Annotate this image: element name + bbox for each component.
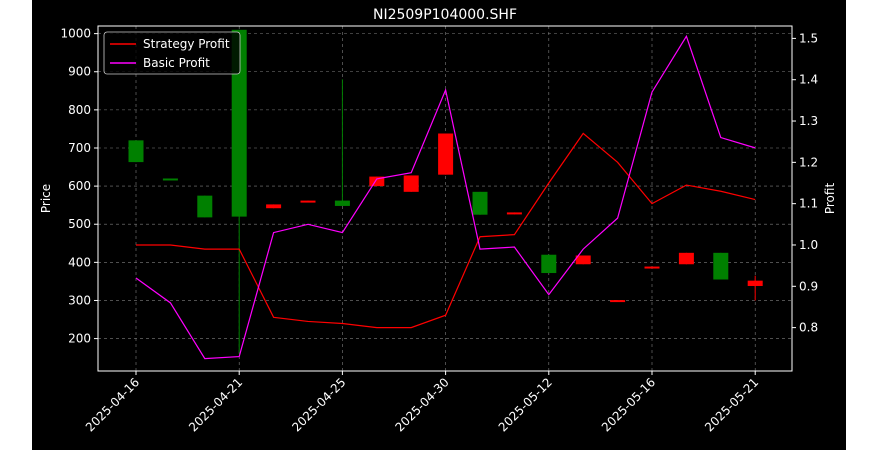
candle-body bbox=[506, 212, 522, 215]
x-tick-label: 2025-05-16 bbox=[599, 375, 658, 434]
y-tick-label-left: 300 bbox=[68, 293, 91, 307]
candle-body bbox=[369, 176, 385, 187]
candle-body bbox=[197, 195, 213, 218]
legend-label: Strategy Profit bbox=[143, 37, 230, 51]
x-tick-label: 2025-04-30 bbox=[393, 375, 452, 434]
candlesticks bbox=[128, 29, 763, 354]
candle-body bbox=[128, 140, 144, 163]
y-tick-label-right: 0.9 bbox=[799, 279, 818, 293]
legend: Strategy Profit Basic Profit bbox=[103, 31, 241, 75]
strategy-profit-line bbox=[136, 132, 756, 329]
y-tick-label-left: 200 bbox=[68, 332, 91, 346]
y-tick-label-right: 1.3 bbox=[799, 114, 818, 128]
y-tick-label-right: 1.2 bbox=[799, 155, 818, 169]
candle-body bbox=[747, 280, 763, 286]
candle-body bbox=[438, 133, 454, 175]
y-tick-label-left: 800 bbox=[68, 103, 91, 117]
chart-figure: 200 300 400 500 600 700 800 900 1000 0.8 0.9 1.0 1.1… bbox=[32, 0, 846, 450]
candle-body bbox=[575, 255, 591, 265]
candle-body bbox=[300, 200, 316, 203]
candle-body bbox=[472, 191, 488, 215]
x-tick-label: 2025-04-21 bbox=[186, 375, 245, 434]
legend-box bbox=[103, 31, 241, 75]
legend-label: Basic Profit bbox=[143, 56, 210, 70]
x-tick-label: 2025-05-21 bbox=[702, 375, 761, 434]
y-tick-label-right: 1.4 bbox=[799, 73, 818, 87]
x-tick-label: 2025-04-25 bbox=[289, 375, 348, 434]
candle-body bbox=[610, 300, 626, 303]
chart-title: NI2509P104000.SHF bbox=[373, 7, 517, 23]
candle-body bbox=[403, 175, 419, 192]
y-tick-label-right: 0.8 bbox=[799, 321, 818, 335]
y-tick-label-left: 1000 bbox=[60, 27, 91, 41]
candle-body bbox=[334, 200, 350, 206]
y-axis-label-left: Price bbox=[39, 184, 53, 213]
candle-body bbox=[541, 254, 557, 274]
plot-frame bbox=[97, 25, 793, 372]
y-tick-label-right: 1.1 bbox=[799, 197, 818, 211]
y-tick-label-right: 1.0 bbox=[799, 238, 818, 252]
y-tick-label-left: 400 bbox=[68, 255, 91, 269]
candle-body bbox=[713, 252, 729, 280]
candle-body bbox=[162, 178, 178, 181]
y-tick-label-left: 600 bbox=[68, 179, 91, 193]
y-tick-label-left: 900 bbox=[68, 65, 91, 79]
chart-svg: 200 300 400 500 600 700 800 900 1000 0.8 0.9 1.0 1.1… bbox=[39, 7, 837, 434]
candle-body bbox=[231, 29, 247, 217]
profit-lines bbox=[135, 34, 756, 360]
candle-body bbox=[644, 266, 660, 269]
candle-body bbox=[678, 252, 694, 265]
y-axis-label-right: Profit bbox=[823, 183, 837, 215]
basic-profit-line bbox=[135, 34, 756, 360]
candle-body bbox=[266, 204, 282, 209]
y-tick-label-left: 500 bbox=[68, 217, 91, 231]
y-tick-label-right: 1.5 bbox=[799, 31, 818, 45]
x-tick-label: 2025-05-12 bbox=[496, 375, 555, 434]
x-tick-label: 2025-04-16 bbox=[83, 375, 142, 434]
y-tick-label-left: 700 bbox=[68, 141, 91, 155]
